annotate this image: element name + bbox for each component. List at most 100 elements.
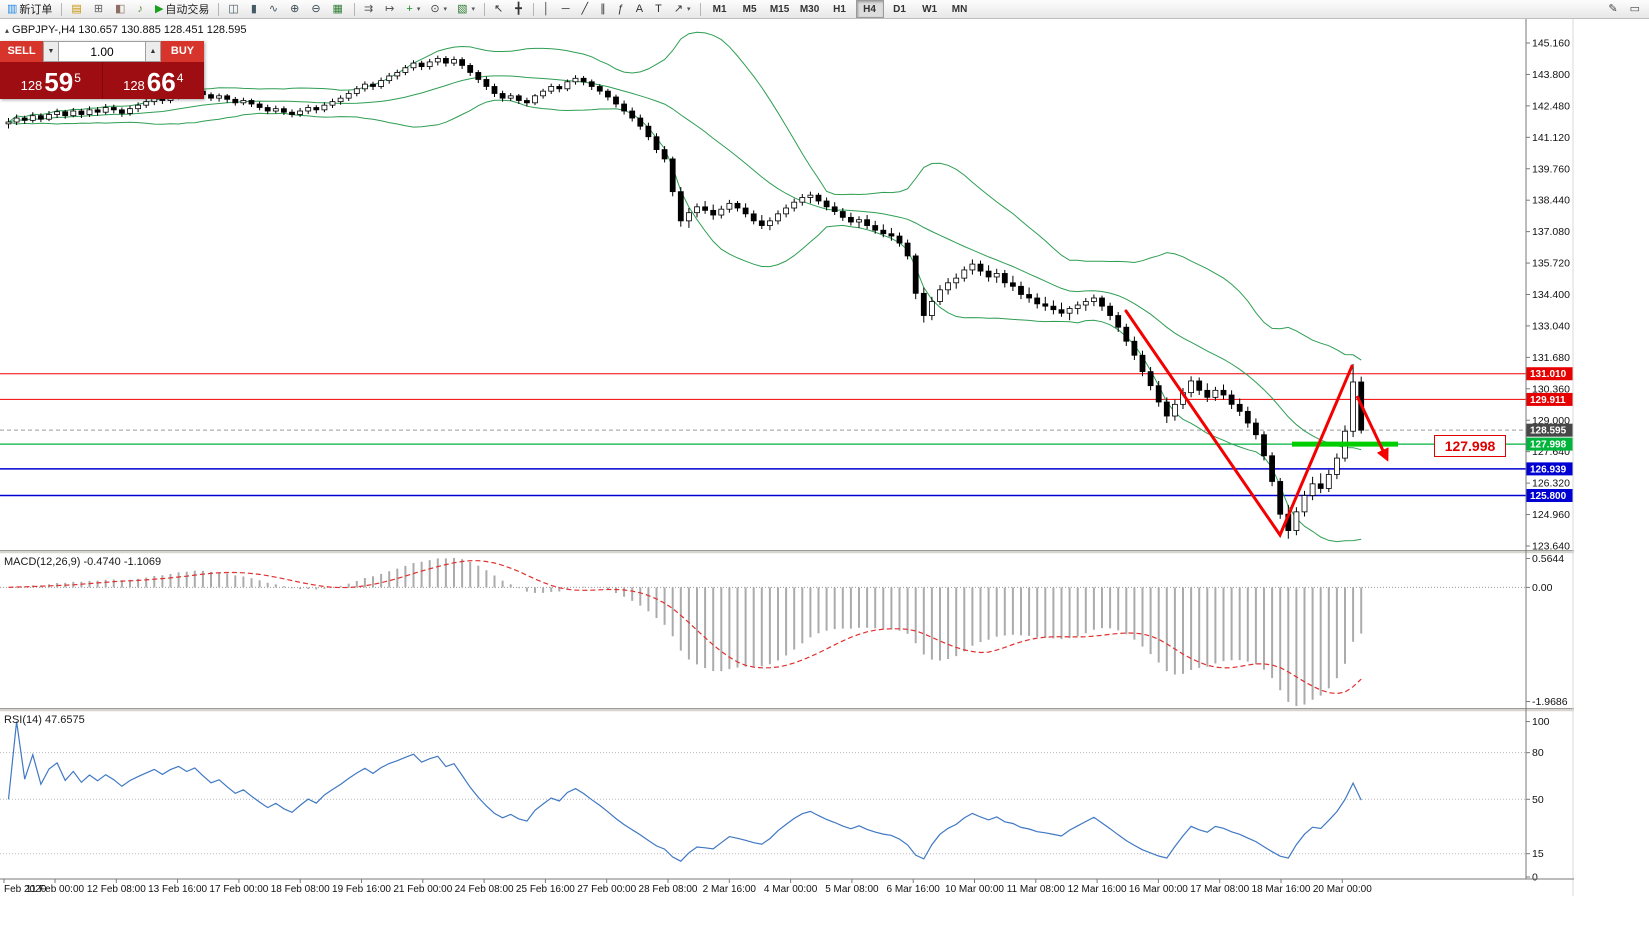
periods-button[interactable]: ⊙ ▾ [426,0,451,18]
trend-zigzag-line[interactable] [1124,309,1354,539]
timeframe-m5-button[interactable]: M5 [742,3,757,15]
timeframe-mn-button[interactable]: MN [951,3,968,15]
sell-price-button[interactable]: 128 59 5 [0,62,102,99]
candle-body [1091,297,1097,302]
down-arrow[interactable] [1355,395,1389,462]
time-axis-label: 5 Mar 08:00 [825,884,879,895]
level-price-label[interactable]: 127.998 [1434,435,1506,457]
price-badge-text: 128.595 [1530,426,1567,437]
volume-down-button[interactable]: ▼ [43,41,59,62]
text-label-button[interactable]: T [651,0,668,18]
horizontal-line-button[interactable]: ─ [558,0,576,18]
candle-body [1082,301,1089,306]
candle-body [613,96,619,105]
candle-body [718,208,725,216]
toolbar-separator [353,2,355,16]
dropdown-arrow-icon: ▾ [443,6,448,13]
timeframe-d1-button[interactable]: D1 [893,3,906,15]
volume-input[interactable] [59,41,145,62]
candle-body [394,72,401,77]
candle-body [1058,309,1065,314]
equidistant-channel-button[interactable]: ∥ [596,0,612,18]
toolbar-separator [483,2,485,16]
candle-body [86,109,93,115]
fibonacci-button[interactable]: ƒ [614,0,630,18]
candle-body [669,158,676,193]
candle-body [1204,389,1211,398]
price-scale-label: 137.080 [1532,226,1570,238]
candle-body [280,108,287,113]
candle-body [1010,282,1016,287]
indicators-button[interactable]: + ▾ [402,0,424,18]
candle-body [119,109,125,114]
arrows-button[interactable]: ↗ ▾ [670,0,695,18]
candle-body [929,301,935,316]
candle-body [1074,304,1081,309]
timeframe-h4-button[interactable]: H4 [855,0,884,18]
symbol-marker-icon: ▴ [5,26,10,35]
candle-body [702,206,708,211]
time-axis-label: 18 Mar 16:00 [1252,884,1311,895]
bar-chart-icon: ◫ [228,2,239,15]
pane-separator[interactable] [0,550,1574,554]
sell-button[interactable]: SELL [0,41,43,62]
candle-body [993,273,1000,278]
new-window-button[interactable]: ▭ [1626,0,1646,18]
candle-body [1131,340,1138,356]
chart-shift-button[interactable]: ↦ [381,0,400,18]
cursor-button[interactable]: ↖ [490,0,509,18]
candlestick-chart-button[interactable]: ▮ [247,0,263,18]
pane-separator[interactable] [0,708,1574,712]
timeframe-w1-button[interactable]: W1 [922,3,938,15]
candle-body [46,114,52,120]
bar-chart-button[interactable]: ◫ [224,0,244,18]
data-window-button[interactable]: ⊞ [90,0,109,18]
candle-body [459,59,466,66]
price-scale-label: 131.680 [1532,352,1570,364]
market-watch-button[interactable]: ▤ [67,0,87,18]
auto-scroll-button[interactable]: ⇉ [360,0,379,18]
timeframe-m30-button[interactable]: M30 [799,3,820,15]
edit-button[interactable]: ✎ [1604,0,1623,18]
buy-price-button[interactable]: 128 66 4 [103,62,205,99]
buy-button[interactable]: BUY [161,41,204,62]
line-chart-button[interactable]: ∿ [265,0,284,18]
trendline-button[interactable]: ╱ [578,0,595,18]
price-badge [1526,392,1573,406]
candle-body [637,117,644,127]
price-badge-text: 127.998 [1530,440,1567,451]
new-order-button[interactable]: ▥ 新订单 [3,0,56,18]
vertical-line-button[interactable]: │ [539,0,556,18]
candle-body [94,109,101,113]
candle-body [313,107,320,111]
candle-body [1317,483,1324,489]
candle-body [710,209,717,216]
main-price-pane [0,31,1526,543]
text-button[interactable]: A [632,0,649,18]
candle-body [912,255,919,294]
tile-windows-button[interactable]: ▦ [329,0,349,18]
sound-button[interactable]: ♪ [133,0,149,18]
buy-price-point: 4 [176,71,184,85]
candle-body [410,62,417,69]
candle-body [240,100,247,104]
timeframe-h1-button[interactable]: H1 [833,3,846,15]
timeframe-m15-button[interactable]: M15 [769,3,790,15]
candle-body [1244,410,1251,424]
navigator-button[interactable]: ◧ [111,0,131,18]
timeframe-m1-button[interactable]: M1 [712,3,727,15]
price-badge [1526,489,1573,503]
candle-body [872,225,879,231]
zoom-out-button[interactable]: ⊖ [307,0,326,18]
candle-body [1220,389,1227,396]
crosshair-button[interactable]: ╋ [511,0,528,18]
zoom-in-button[interactable]: ⊕ [286,0,305,18]
price-badge [1526,367,1573,381]
templates-button[interactable]: ▧ ▾ [453,0,479,18]
volume-up-button[interactable]: ▲ [145,41,161,62]
candle-body [856,219,862,223]
candle-body [839,211,846,218]
autotrading-button[interactable]: ▶ 自动交易 [151,0,213,18]
candlestick-chart-icon: ▮ [250,2,257,15]
